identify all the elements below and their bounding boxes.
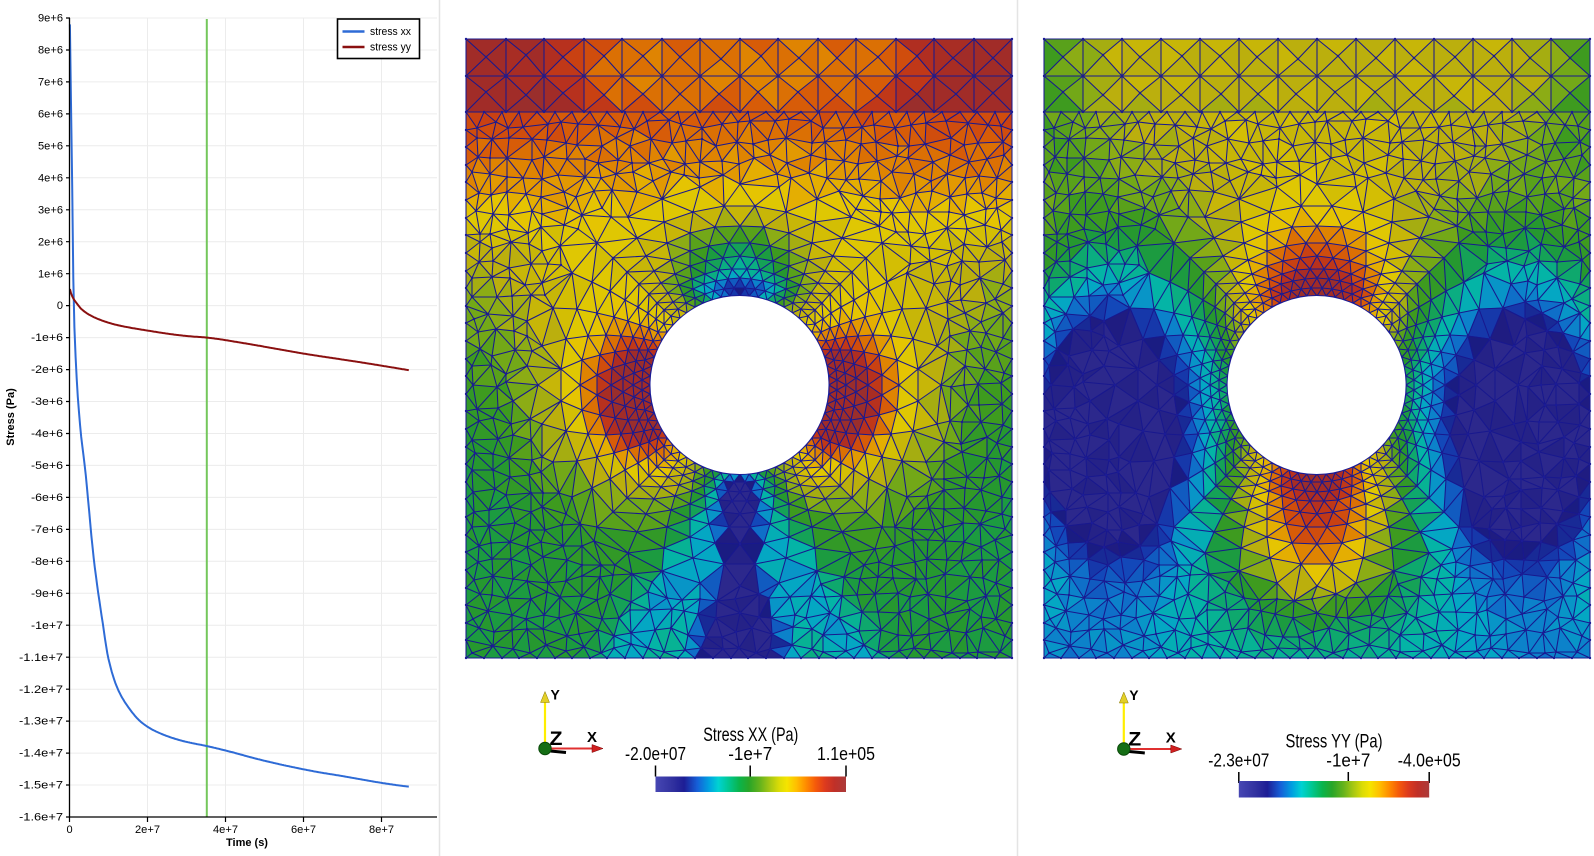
svg-text:Stress (Pa): Stress (Pa) xyxy=(5,388,17,446)
svg-text:9e+6: 9e+6 xyxy=(38,13,63,25)
svg-text:Time (s): Time (s) xyxy=(226,837,268,849)
svg-text:-9e+6: -9e+6 xyxy=(31,588,63,600)
svg-text:-1.3e+7: -1.3e+7 xyxy=(19,716,63,728)
svg-text:0: 0 xyxy=(66,824,72,836)
svg-text:-4e+6: -4e+6 xyxy=(31,428,63,440)
svg-text:X: X xyxy=(587,729,597,746)
svg-text:-1.1e+7: -1.1e+7 xyxy=(19,652,63,664)
svg-text:8e+6: 8e+6 xyxy=(38,45,63,57)
svg-text:-1e+7: -1e+7 xyxy=(1326,751,1370,771)
svg-text:-1.2e+7: -1.2e+7 xyxy=(19,684,63,696)
svg-text:-6e+6: -6e+6 xyxy=(31,492,63,504)
svg-text:-3e+6: -3e+6 xyxy=(31,396,63,408)
svg-text:-7e+6: -7e+6 xyxy=(31,524,63,536)
svg-text:Z: Z xyxy=(1128,730,1141,751)
svg-text:8e+7: 8e+7 xyxy=(369,824,394,836)
svg-text:6e+6: 6e+6 xyxy=(38,109,63,121)
svg-text:-1e+7: -1e+7 xyxy=(728,744,772,764)
svg-text:Y: Y xyxy=(551,687,561,703)
svg-text:2e+6: 2e+6 xyxy=(38,236,63,248)
svg-text:5e+6: 5e+6 xyxy=(38,140,63,152)
svg-text:-8e+6: -8e+6 xyxy=(31,556,63,568)
svg-text:Stress YY (Pa): Stress YY (Pa) xyxy=(1286,731,1383,753)
svg-text:-1.5e+7: -1.5e+7 xyxy=(19,780,63,792)
svg-text:4e+6: 4e+6 xyxy=(38,172,63,184)
svg-text:4e+7: 4e+7 xyxy=(213,824,238,836)
svg-text:X: X xyxy=(1166,730,1176,747)
svg-text:6e+7: 6e+7 xyxy=(291,824,316,836)
svg-text:-1e+7: -1e+7 xyxy=(31,620,63,632)
svg-text:-5e+6: -5e+6 xyxy=(31,460,63,472)
svg-text:-2.3e+07: -2.3e+07 xyxy=(1208,751,1269,771)
svg-text:1.1e+05: 1.1e+05 xyxy=(817,744,875,764)
svg-text:-1e+6: -1e+6 xyxy=(31,332,63,344)
svg-text:-1.6e+7: -1.6e+7 xyxy=(19,812,63,824)
svg-text:stress yy: stress yy xyxy=(370,42,411,54)
svg-text:Stress XX (Pa): Stress XX (Pa) xyxy=(703,724,798,746)
svg-text:0: 0 xyxy=(57,300,63,312)
svg-text:7e+6: 7e+6 xyxy=(38,77,63,89)
svg-text:Z: Z xyxy=(550,729,563,750)
svg-text:stress xx: stress xx xyxy=(370,26,411,38)
svg-text:2e+7: 2e+7 xyxy=(135,824,160,836)
svg-text:1e+6: 1e+6 xyxy=(38,268,63,280)
svg-text:Y: Y xyxy=(1129,687,1139,703)
svg-text:-1.4e+7: -1.4e+7 xyxy=(19,748,63,760)
svg-text:-4.0e+05: -4.0e+05 xyxy=(1398,751,1461,771)
svg-text:-2.0e+07: -2.0e+07 xyxy=(625,744,686,764)
svg-text:3e+6: 3e+6 xyxy=(38,204,63,216)
svg-text:-2e+6: -2e+6 xyxy=(31,364,63,376)
